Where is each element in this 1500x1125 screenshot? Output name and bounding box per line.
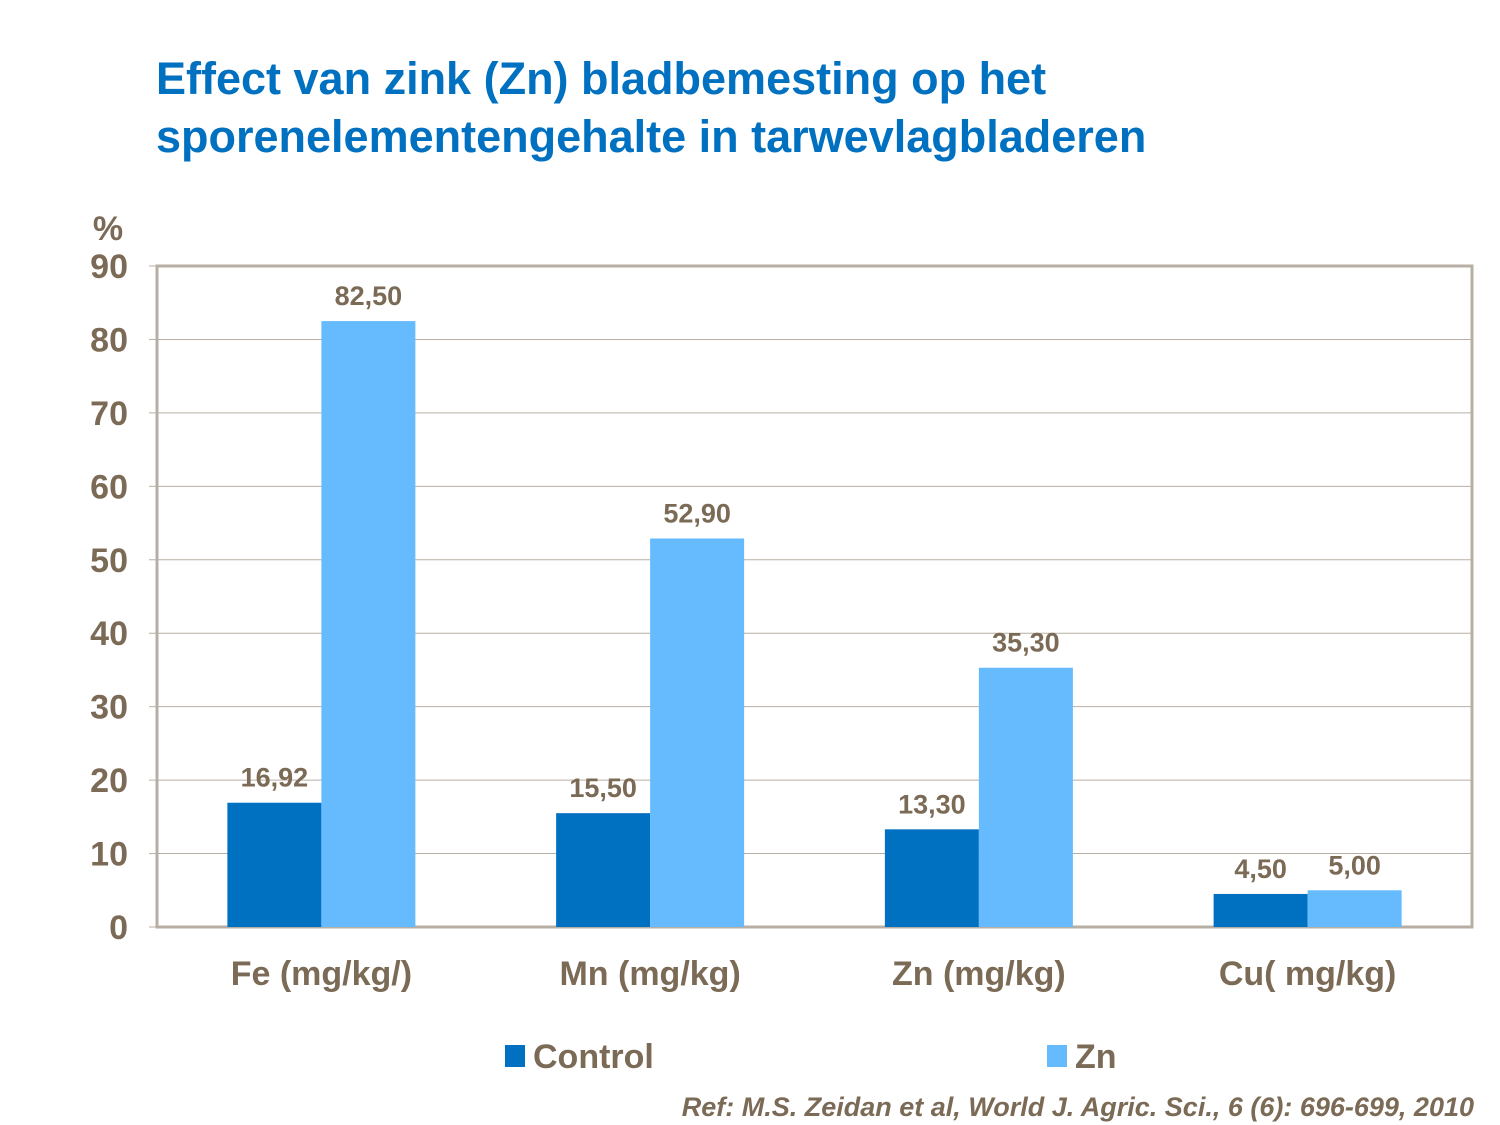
bar-zn	[978, 667, 1073, 927]
bar-zn	[650, 538, 745, 927]
legend-label-zn: Zn	[1075, 1038, 1117, 1076]
data-label: 52,90	[663, 498, 731, 528]
title-line-2: sporenelementengehalte in tarwevlagblade…	[156, 111, 1147, 162]
x-tick-label: Fe (mg/kg/)	[231, 955, 412, 993]
data-label: 82,50	[335, 281, 403, 311]
y-tick-label: 90	[90, 248, 128, 286]
data-label: 16,92	[241, 763, 309, 793]
y-tick-label: 40	[90, 615, 128, 653]
bar-control	[884, 829, 979, 927]
data-label: 35,30	[992, 628, 1060, 658]
reference-citation: Ref: M.S. Zeidan et al, World J. Agric. …	[681, 1092, 1474, 1122]
y-tick-label: 30	[90, 689, 128, 727]
y-tick-label: 0	[109, 909, 128, 947]
title-line-1: Effect van zink (Zn) bladbemesting op he…	[156, 53, 1047, 104]
data-label: 5,00	[1328, 850, 1381, 880]
x-tick-label: Mn (mg/kg)	[559, 955, 740, 993]
y-tick-label: 70	[90, 395, 128, 433]
bar-control	[227, 802, 322, 927]
y-tick-label: 80	[90, 321, 128, 359]
legend-label-control: Control	[533, 1038, 654, 1076]
x-tick-label: Zn (mg/kg)	[892, 955, 1066, 993]
bar-zn	[321, 321, 416, 927]
legend-swatch-zn	[1047, 1045, 1067, 1067]
y-tick-label: 50	[90, 542, 128, 580]
plot-area-border	[155, 264, 1474, 929]
legend-swatch-control	[505, 1045, 525, 1067]
bar-zn	[1307, 890, 1402, 927]
x-tick-label: Cu( mg/kg)	[1219, 955, 1397, 993]
data-label: 13,30	[898, 789, 966, 819]
y-tick-label: 20	[90, 762, 128, 800]
y-tick-label: 10	[90, 836, 128, 874]
data-label: 4,50	[1234, 854, 1287, 884]
bar-control	[1213, 893, 1308, 927]
y-tick-label: 60	[90, 468, 128, 506]
bar-control	[556, 813, 651, 927]
chart-title: Effect van zink (Zn) bladbemesting op he…	[156, 50, 1146, 166]
data-label: 15,50	[569, 773, 637, 803]
y-axis-label: %	[93, 210, 123, 248]
